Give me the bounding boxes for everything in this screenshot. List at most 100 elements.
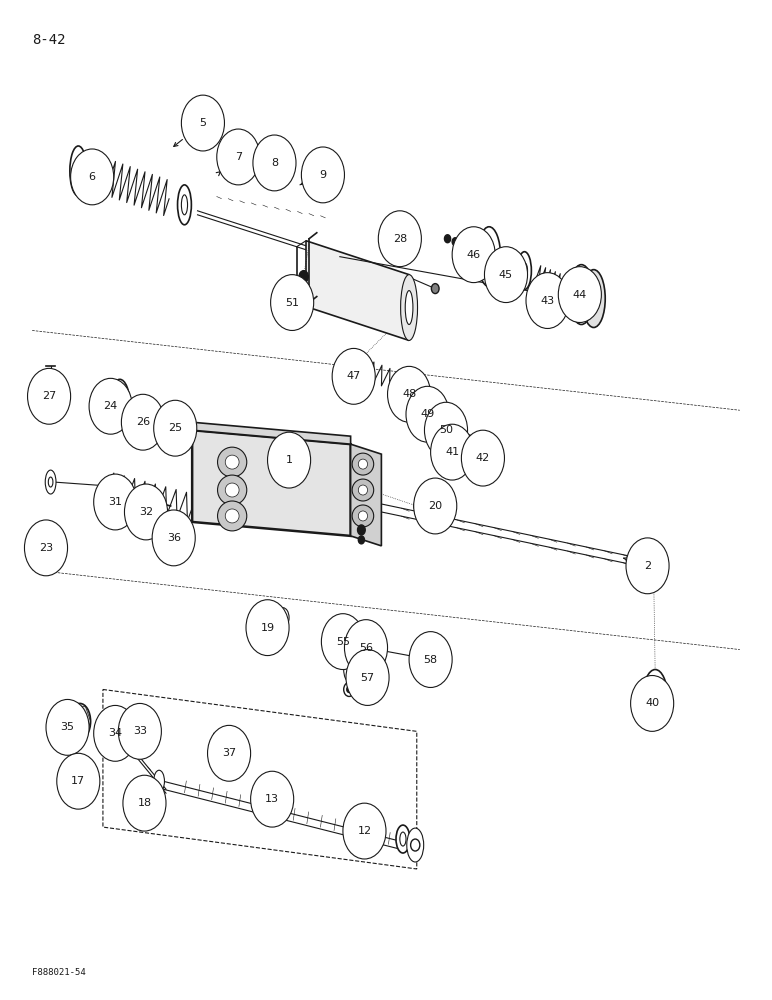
Text: 51: 51 [285,298,300,308]
Circle shape [558,267,601,322]
Text: 2: 2 [644,561,651,571]
Text: 20: 20 [428,501,442,511]
Circle shape [251,771,293,827]
Circle shape [154,400,197,456]
Circle shape [631,676,674,731]
Ellipse shape [650,684,661,710]
Text: 35: 35 [60,722,75,732]
Circle shape [93,705,137,761]
Circle shape [432,284,439,294]
Ellipse shape [75,712,84,730]
Circle shape [358,536,364,544]
Text: 26: 26 [136,417,150,427]
Text: 8: 8 [271,158,278,168]
Circle shape [357,525,365,535]
Circle shape [452,238,459,246]
Ellipse shape [358,511,367,521]
Text: 46: 46 [466,250,481,260]
Ellipse shape [521,263,527,279]
Circle shape [445,235,451,243]
Circle shape [123,775,166,831]
Ellipse shape [225,455,239,469]
Ellipse shape [69,146,86,196]
Circle shape [344,682,354,696]
Circle shape [118,703,161,759]
Text: 19: 19 [260,623,275,633]
Circle shape [425,402,468,458]
Ellipse shape [74,158,82,184]
Circle shape [462,430,504,486]
Text: 31: 31 [108,497,122,507]
Ellipse shape [154,770,164,792]
Circle shape [452,227,495,283]
Ellipse shape [218,501,247,531]
Text: 23: 23 [39,543,53,553]
Text: 45: 45 [499,270,513,280]
Text: 7: 7 [235,152,242,162]
Text: 6: 6 [89,172,96,182]
Ellipse shape [352,479,374,501]
Ellipse shape [46,470,56,494]
Text: 13: 13 [265,794,279,804]
Text: 50: 50 [439,425,453,435]
Ellipse shape [407,828,424,862]
Text: 36: 36 [167,533,181,543]
Text: 28: 28 [393,234,407,244]
Ellipse shape [648,554,660,574]
Circle shape [388,366,431,422]
Polygon shape [192,422,350,444]
Circle shape [626,538,669,594]
Circle shape [332,348,375,404]
Circle shape [343,803,386,859]
Circle shape [411,839,420,851]
Ellipse shape [96,719,109,735]
Circle shape [460,241,466,249]
Circle shape [57,753,100,809]
Ellipse shape [110,379,130,429]
Text: 57: 57 [361,673,374,683]
Circle shape [89,378,132,434]
Circle shape [346,650,389,705]
Ellipse shape [110,722,120,740]
Circle shape [347,686,351,692]
Circle shape [246,600,289,656]
Ellipse shape [358,459,367,469]
Text: 12: 12 [357,826,371,836]
Ellipse shape [137,410,154,426]
Text: 32: 32 [139,507,153,517]
Circle shape [400,380,409,392]
Text: F888021-54: F888021-54 [32,968,86,977]
Circle shape [268,432,310,488]
Text: 34: 34 [108,728,122,738]
Ellipse shape [372,642,381,658]
Ellipse shape [218,447,247,477]
Ellipse shape [643,670,668,725]
Ellipse shape [352,453,374,475]
Ellipse shape [161,406,177,446]
Text: 33: 33 [133,726,147,736]
Text: 1: 1 [286,455,293,465]
Circle shape [271,275,313,330]
Text: 17: 17 [71,776,86,786]
Circle shape [152,510,195,566]
Text: 37: 37 [222,748,236,758]
Circle shape [121,394,164,450]
Ellipse shape [115,392,124,416]
Circle shape [301,147,344,203]
Text: 55: 55 [336,637,350,647]
Text: 47: 47 [347,371,361,381]
Ellipse shape [576,281,587,309]
Ellipse shape [462,435,477,473]
Ellipse shape [225,509,239,523]
Circle shape [414,478,457,534]
Text: 8-42: 8-42 [32,33,66,47]
Circle shape [378,211,422,267]
Ellipse shape [218,475,247,505]
Circle shape [208,725,251,781]
Ellipse shape [332,625,341,643]
Ellipse shape [405,291,413,324]
Circle shape [485,247,527,303]
Ellipse shape [277,608,289,628]
Text: 49: 49 [421,409,435,419]
Text: 42: 42 [476,453,490,463]
